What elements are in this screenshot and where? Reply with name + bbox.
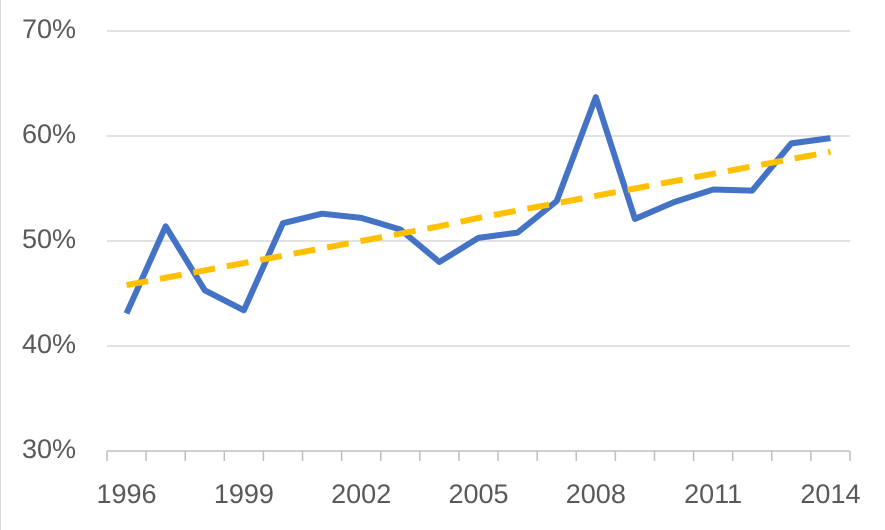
y-tick-label: 30% [22, 434, 76, 464]
y-tick-label: 60% [22, 119, 76, 149]
trend-line [125, 148, 832, 289]
x-tick-label: 2002 [331, 479, 391, 509]
x-tick-label: 2005 [448, 479, 508, 509]
y-tick-label: 40% [22, 329, 76, 359]
x-tick-label: 2014 [800, 479, 860, 509]
data-line [123, 94, 831, 315]
x-tick-label: 1999 [214, 479, 274, 509]
y-tick-label: 70% [22, 14, 76, 44]
x-tick-label: 2008 [566, 479, 626, 509]
y-tick-label: 50% [22, 224, 76, 254]
x-tick-label: 1996 [97, 479, 157, 509]
x-tick-label: 2011 [684, 479, 742, 509]
